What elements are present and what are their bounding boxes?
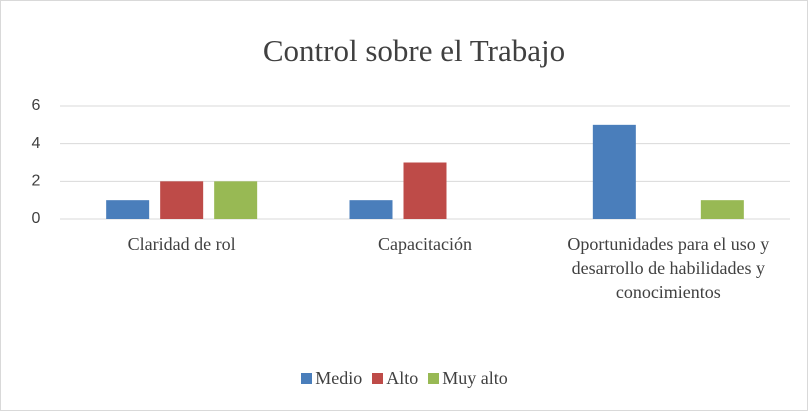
bar [700,200,744,219]
legend-item: Medio [301,368,362,389]
x-tick-label-box: Capacitación [378,234,472,254]
bar [349,200,393,219]
legend-swatch [372,373,384,384]
legend-item: Muy alto [428,368,508,389]
chart-title: Control sobre el Trabajo [263,33,565,68]
y-tick-label: 0 [32,210,41,227]
x-tick-label: Claridad de rol [127,234,236,254]
x-tick-label: Oportunidades para el uso y desarrollo d… [567,234,770,302]
bar [160,181,204,219]
legend-swatch [428,373,440,384]
legend-label: Medio [315,368,363,388]
bar [592,124,636,219]
bar [403,162,447,219]
y-tick-label: 2 [32,173,41,190]
x-tick-label: Capacitación [378,234,472,254]
legend-label: Alto [386,368,419,388]
x-tick-label-box: Claridad de rol [127,234,236,254]
legend: Medio Alto Muy alto [0,368,809,389]
y-tick-label: 6 [32,97,41,114]
y-tick-label: 4 [32,135,41,152]
legend-label: Muy alto [442,368,508,388]
bar [106,200,150,219]
x-tick-label-box: Oportunidades para el uso y desarrollo d… [567,234,770,302]
legend-box: Medio Alto Muy alto [0,368,809,389]
legend-swatch [301,373,313,384]
bar [214,181,258,219]
legend-item: Alto [372,368,418,389]
